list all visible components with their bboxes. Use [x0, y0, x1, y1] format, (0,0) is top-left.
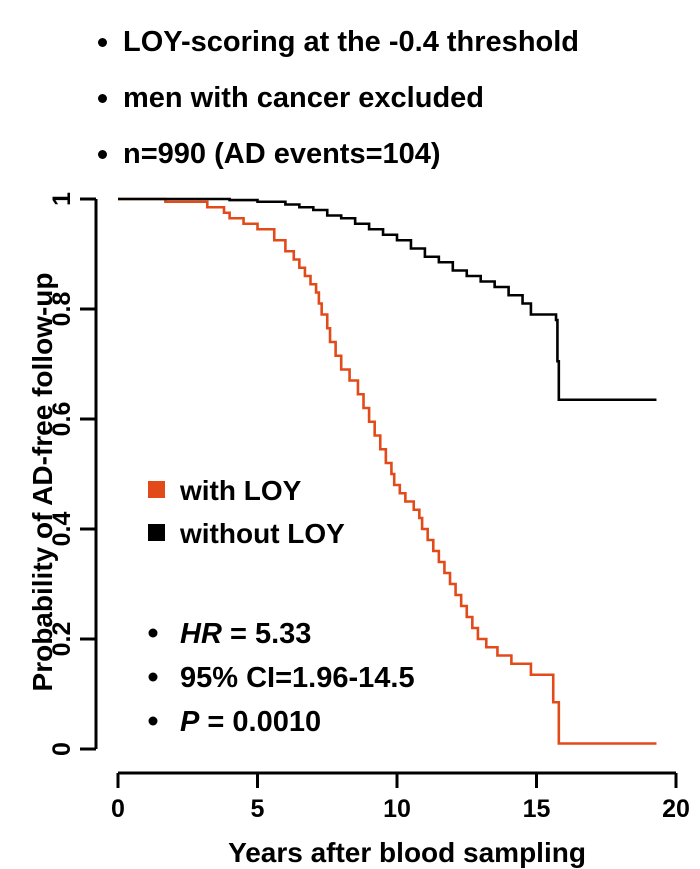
bullet-item: men with cancer excluded [98, 70, 579, 126]
stat-bullet-icon [148, 628, 158, 638]
x-tick-label: 0 [111, 795, 125, 823]
stat-hr: HR = 5.33 [180, 618, 311, 650]
bullet-text: n=990 (AD events=104) [123, 137, 441, 170]
legend-swatch-with-loy [148, 481, 165, 498]
bullet-item: LOY-scoring at the -0.4 threshold [98, 14, 579, 70]
y-tick-label: 0.4 [48, 512, 76, 547]
series-line-without-loy [118, 197, 657, 402]
x-tick-label: 5 [251, 795, 265, 823]
y-axis-title: Probability of AD-free follow-up [27, 273, 58, 692]
x-tick-label: 10 [383, 795, 411, 823]
header-bullets: LOY-scoring at the -0.4 threshold men wi… [98, 14, 579, 182]
series-line-with-loy [118, 197, 657, 745]
stat-bullet-icon [148, 716, 158, 726]
stat-p: P = 0.0010 [180, 706, 321, 738]
stat-ci: 95% CI=1.96-14.5 [180, 662, 415, 694]
y-tick-label: 0 [48, 742, 76, 756]
legend-label-with-loy: with LOY [179, 475, 302, 506]
y-tick-label: 0.8 [48, 292, 76, 327]
legend-swatch-without-loy [148, 524, 165, 541]
bullet-text: men with cancer excluded [123, 81, 485, 114]
x-tick-label: 20 [662, 795, 690, 823]
x-axis-title: Years after blood sampling [228, 837, 586, 868]
stat-bullet-icon [148, 672, 158, 682]
x-tick-label: 15 [523, 795, 551, 823]
bullet-text: LOY-scoring at the -0.4 threshold [123, 25, 580, 58]
legend: with LOY without LOY [148, 475, 345, 549]
y-tick-label: 0.6 [48, 402, 76, 437]
y-tick-label: 1 [48, 192, 76, 206]
bullet-dot-icon [98, 93, 107, 103]
stats-annotation: HR = 5.33 95% CI=1.96-14.5 P = 0.0010 [148, 618, 415, 738]
legend-label-without-loy: without LOY [179, 518, 345, 549]
bullet-dot-icon [98, 149, 107, 159]
chart-axes: 0 5 10 15 20 Years after blood sampling 0 0.2 0.… [27, 192, 690, 868]
bullet-dot-icon [98, 37, 107, 47]
bullet-item: n=990 (AD events=104) [98, 126, 579, 182]
y-tick-label: 0.2 [48, 622, 76, 657]
chart-series [118, 197, 657, 745]
